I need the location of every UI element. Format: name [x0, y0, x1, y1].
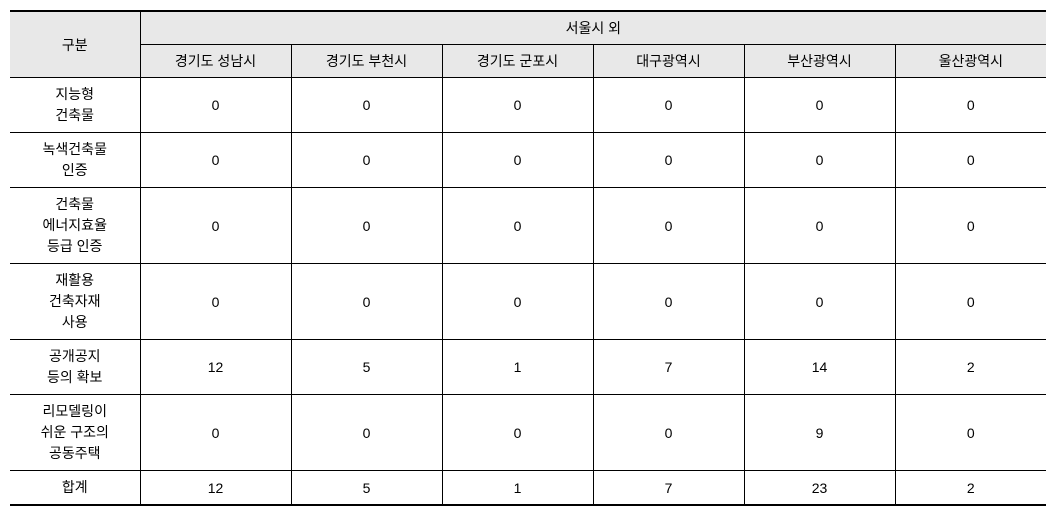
table-cell: 0 — [593, 133, 744, 188]
corner-header: 구분 — [10, 11, 140, 78]
column-header: 울산광역시 — [895, 45, 1046, 78]
table-row: 지능형 건축물 0 0 0 0 0 0 — [10, 78, 1046, 133]
table-cell: 0 — [593, 78, 744, 133]
table-cell: 1 — [442, 471, 593, 506]
table-cell: 9 — [744, 395, 895, 471]
table-cell: 0 — [291, 264, 442, 340]
table-cell: 0 — [442, 78, 593, 133]
table-row: 공개공지 등의 확보 12 5 1 7 14 2 — [10, 340, 1046, 395]
column-header: 경기도 부천시 — [291, 45, 442, 78]
table-cell: 1 — [442, 340, 593, 395]
table-cell: 0 — [291, 133, 442, 188]
table-cell: 0 — [442, 264, 593, 340]
table-cell: 0 — [291, 78, 442, 133]
table-row: 재활용 건축자재 사용 0 0 0 0 0 0 — [10, 264, 1046, 340]
table-cell: 0 — [140, 188, 291, 264]
table-cell: 0 — [744, 78, 895, 133]
table-cell: 0 — [442, 133, 593, 188]
table-row-total: 합계 12 5 1 7 23 2 — [10, 471, 1046, 506]
table-cell: 0 — [140, 395, 291, 471]
table-cell: 7 — [593, 340, 744, 395]
table-cell: 5 — [291, 471, 442, 506]
table-row: 건축물 에너지효율 등급 인증 0 0 0 0 0 0 — [10, 188, 1046, 264]
table-cell: 7 — [593, 471, 744, 506]
row-label-total: 합계 — [10, 471, 140, 506]
table-cell: 0 — [593, 395, 744, 471]
column-header: 경기도 군포시 — [442, 45, 593, 78]
table-cell: 0 — [895, 78, 1046, 133]
table-cell: 0 — [895, 188, 1046, 264]
table-row: 리모델링이 쉬운 구조의 공동주택 0 0 0 0 9 0 — [10, 395, 1046, 471]
table-cell: 14 — [744, 340, 895, 395]
table-cell: 0 — [291, 188, 442, 264]
table-cell: 12 — [140, 340, 291, 395]
row-label: 녹색건축물 인증 — [10, 133, 140, 188]
column-header: 대구광역시 — [593, 45, 744, 78]
row-label: 리모델링이 쉬운 구조의 공동주택 — [10, 395, 140, 471]
table-cell: 0 — [442, 395, 593, 471]
table-cell: 12 — [140, 471, 291, 506]
table-cell: 0 — [140, 78, 291, 133]
table-cell: 23 — [744, 471, 895, 506]
table-cell: 0 — [895, 395, 1046, 471]
column-header: 경기도 성남시 — [140, 45, 291, 78]
group-header: 서울시 외 — [140, 11, 1046, 45]
table-cell: 0 — [291, 395, 442, 471]
row-label: 재활용 건축자재 사용 — [10, 264, 140, 340]
table-cell: 0 — [895, 133, 1046, 188]
table-cell: 2 — [895, 471, 1046, 506]
row-label: 공개공지 등의 확보 — [10, 340, 140, 395]
data-table: 구분 서울시 외 경기도 성남시 경기도 부천시 경기도 군포시 대구광역시 부… — [10, 10, 1046, 506]
row-label: 지능형 건축물 — [10, 78, 140, 133]
table-cell: 0 — [895, 264, 1046, 340]
row-label: 건축물 에너지효율 등급 인증 — [10, 188, 140, 264]
table-row: 녹색건축물 인증 0 0 0 0 0 0 — [10, 133, 1046, 188]
table-cell: 0 — [593, 188, 744, 264]
table-body: 지능형 건축물 0 0 0 0 0 0 녹색건축물 인증 0 0 0 0 0 0… — [10, 78, 1046, 506]
table-cell: 0 — [442, 188, 593, 264]
table-cell: 0 — [744, 188, 895, 264]
table-cell: 0 — [140, 133, 291, 188]
table-cell: 5 — [291, 340, 442, 395]
table-cell: 0 — [593, 264, 744, 340]
table-cell: 0 — [744, 264, 895, 340]
table-cell: 0 — [744, 133, 895, 188]
table-cell: 2 — [895, 340, 1046, 395]
column-header: 부산광역시 — [744, 45, 895, 78]
table-cell: 0 — [140, 264, 291, 340]
